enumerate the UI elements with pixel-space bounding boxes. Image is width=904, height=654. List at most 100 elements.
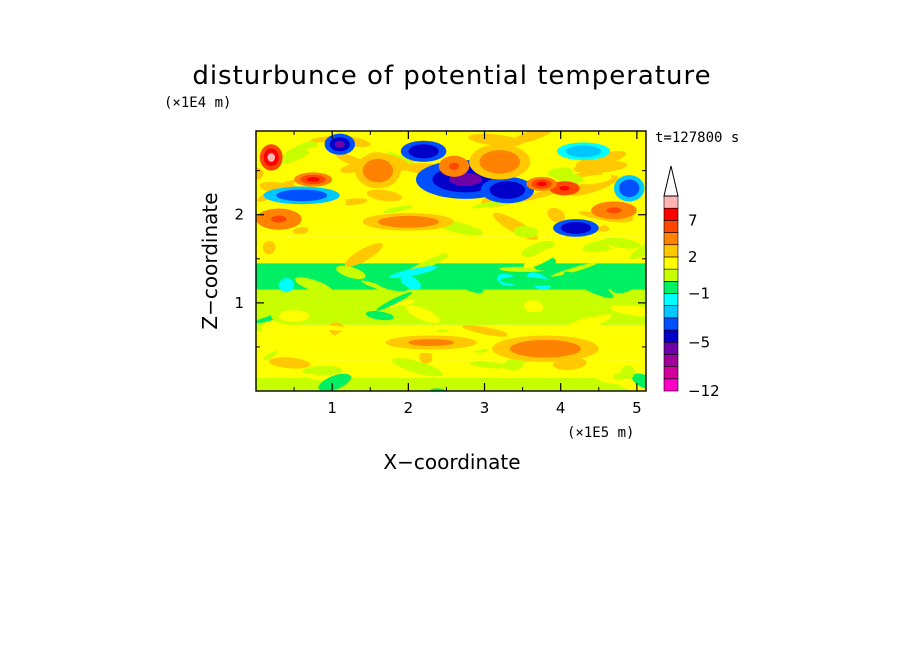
- texture-blob: [391, 358, 443, 377]
- time-label: t=127800 s: [655, 130, 739, 146]
- texture-blob: [523, 246, 562, 269]
- feature-12: [294, 172, 333, 187]
- colorbar-label: −5: [688, 333, 710, 351]
- colorbar-swatch-9: [663, 268, 679, 282]
- feature-19: [591, 201, 637, 220]
- texture-blob: [268, 357, 311, 369]
- texture-blob: [455, 278, 484, 294]
- chart-title: disturbunce of potential temperature: [192, 61, 711, 91]
- texture-blob: [389, 266, 438, 279]
- texture-blob: [524, 300, 544, 314]
- colorbar-label: −12: [688, 382, 720, 400]
- svg-text:3: 3: [480, 399, 490, 417]
- x-tick-5: 5: [632, 131, 642, 417]
- x-axis-ticks: 1 2 3 4 5: [293, 131, 642, 417]
- texture-blob: [256, 324, 278, 344]
- feature-16: [469, 144, 531, 180]
- y-tick-1: 1: [234, 294, 646, 312]
- colorbar-swatch-7: [663, 293, 679, 306]
- feature-8: [553, 219, 599, 237]
- texture-blob: [361, 280, 409, 298]
- y-axis-unit: (×1E4 m): [164, 95, 231, 111]
- feature-18: [362, 212, 455, 231]
- texture-blob: [573, 160, 628, 174]
- texture-blob: [506, 327, 525, 340]
- texture-blob: [366, 189, 403, 202]
- plot-frame: [255, 130, 647, 392]
- heatmap-field: [256, 131, 646, 391]
- texture-blob: [302, 365, 343, 376]
- y-tick-2: 2: [234, 206, 646, 224]
- svg-text:2: 2: [234, 206, 244, 224]
- colorbar-swatch-5: [663, 317, 679, 331]
- colorbar-swatch-15: [663, 195, 679, 209]
- svg-text:4: 4: [556, 399, 566, 417]
- colorbar-swatch-13: [663, 220, 679, 233]
- texture-blob: [469, 361, 509, 369]
- x-tick-1: 1: [327, 131, 337, 417]
- colorbar-extend-arrow: [663, 165, 679, 197]
- texture-blob: [511, 131, 552, 144]
- texture-blob: [344, 243, 383, 267]
- band-4: [256, 289, 646, 308]
- x-tick-2: 2: [404, 131, 413, 417]
- texture-blob: [294, 277, 334, 294]
- texture-blob: [365, 311, 394, 321]
- texture-blob: [503, 358, 524, 371]
- texture-blob: [581, 314, 612, 327]
- colorbar-swatch-2: [663, 354, 679, 367]
- colorbar-swatch-0: [663, 378, 679, 392]
- feature-15: [438, 155, 470, 177]
- feature-5: [324, 133, 356, 155]
- texture-blob: [263, 351, 278, 361]
- texture-blob: [302, 374, 331, 381]
- texture-blob: [318, 373, 352, 391]
- texture-blob: [602, 237, 641, 249]
- texture-blob: [573, 350, 623, 371]
- x-tick-4: 4: [556, 131, 566, 417]
- texture-blob: [376, 292, 413, 311]
- colorbar-swatch-10: [663, 256, 679, 270]
- colorbar-swatch-8: [663, 281, 679, 294]
- colorbar-swatch-11: [663, 244, 679, 258]
- x-axis-unit: (×1E5 m): [567, 425, 634, 441]
- feature-10: [556, 142, 611, 161]
- colorbar-swatch-3: [663, 341, 679, 355]
- texture-blob: [613, 371, 633, 380]
- feature-13: [549, 181, 580, 196]
- texture-blob: [334, 325, 374, 341]
- colorbar-label: 7: [688, 211, 698, 229]
- texture-blob: [317, 325, 349, 331]
- colorbar-swatch-12: [663, 232, 679, 246]
- texture-blob: [406, 305, 441, 324]
- colorbar-swatch-6: [663, 305, 679, 319]
- texture-blob: [547, 207, 566, 223]
- texture-blob: [611, 282, 634, 294]
- texture-blob: [278, 278, 294, 293]
- texture-blob: [386, 151, 418, 166]
- colorbar-swatch-4: [663, 329, 679, 343]
- feature-14: [526, 176, 557, 191]
- texture-blob: [517, 311, 542, 323]
- band-0: [256, 377, 646, 391]
- texture-blob: [393, 305, 407, 314]
- feature-11: [259, 144, 283, 171]
- texture-blob: [544, 293, 558, 301]
- texture-blob: [306, 147, 325, 154]
- texture-blob: [462, 324, 510, 337]
- y-axis-label: Z−coordinate: [198, 192, 222, 329]
- texture-blob: [465, 211, 488, 218]
- texture-blob: [500, 277, 556, 287]
- texture-blob: [495, 237, 509, 250]
- texture-blob: [521, 240, 556, 257]
- svg-text:1: 1: [327, 399, 337, 417]
- feature-7: [263, 186, 340, 205]
- heatmap-plot-area: [255, 130, 647, 392]
- feature-20: [256, 208, 302, 230]
- texture-blob: [610, 305, 646, 317]
- texture-blob: [386, 377, 436, 391]
- x-tick-3: 3: [480, 131, 490, 417]
- feature-0: [362, 331, 500, 354]
- texture-blob: [336, 265, 366, 280]
